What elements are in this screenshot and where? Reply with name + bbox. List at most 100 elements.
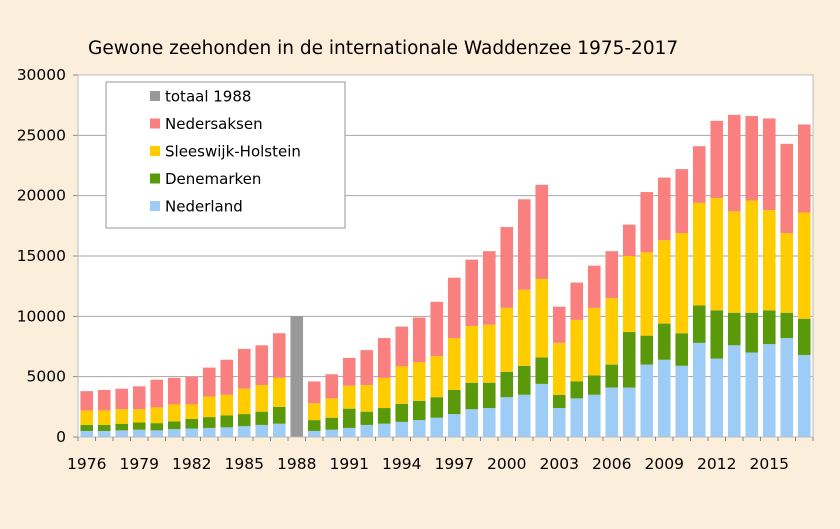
bar-segment <box>675 365 689 437</box>
legend-label: Denemarken <box>165 170 261 188</box>
y-tick-label: 15000 <box>17 247 66 265</box>
bar-segment <box>150 423 164 431</box>
bar-segment <box>325 429 339 437</box>
bar-segment <box>447 414 461 437</box>
bar-segment <box>780 338 794 437</box>
bar-segment <box>605 298 619 365</box>
bar-segment <box>797 354 811 437</box>
bar-segment <box>465 409 479 437</box>
y-tick-label: 0 <box>56 428 66 446</box>
bar-segment <box>115 388 129 410</box>
bar-segment <box>447 277 461 339</box>
bar-segment <box>570 381 584 399</box>
bar-segment <box>622 224 636 256</box>
bar-segment <box>482 324 496 383</box>
bar-segment <box>220 394 234 416</box>
bar-segment <box>80 410 94 425</box>
bar-segment <box>430 397 444 418</box>
bar-segment <box>692 146 706 203</box>
bar-segment <box>395 421 409 437</box>
bar-segment <box>622 332 636 388</box>
bar-segment <box>465 382 479 410</box>
bar-segment <box>710 198 724 311</box>
bar-segment <box>727 312 741 346</box>
bar-segment <box>780 312 794 339</box>
bar-segment <box>307 420 321 431</box>
bar-segment <box>97 430 111 437</box>
bar-segment <box>797 124 811 213</box>
bar-segment <box>360 424 374 437</box>
bar-segment <box>500 227 514 308</box>
bar-segment <box>657 323 671 360</box>
bar-segment <box>360 411 374 425</box>
x-tick-label: 1991 <box>330 455 369 473</box>
bar-segment <box>220 415 234 428</box>
bar-segment <box>570 319 584 382</box>
bar-segment <box>97 424 111 431</box>
bar-segment <box>255 385 269 412</box>
bar-segment <box>80 391 94 411</box>
bar-segment <box>255 424 269 437</box>
bar-segment <box>395 326 409 367</box>
bar-segment <box>237 348 251 389</box>
x-tick-label: 1997 <box>435 455 474 473</box>
y-axis-ticks: 0 5000 10000 15000 20000 25000 30000 <box>17 66 78 446</box>
bar-segment <box>640 335 654 365</box>
x-tick-label: 1976 <box>67 455 106 473</box>
bar-segment <box>797 212 811 319</box>
bar-segment <box>762 344 776 437</box>
bar-segment <box>80 430 94 437</box>
legend-box <box>105 81 346 229</box>
x-tick-label: 1985 <box>225 455 264 473</box>
bar-segment <box>675 169 689 234</box>
bar-segment <box>727 114 741 212</box>
legend-swatch <box>150 146 160 156</box>
bar-segment <box>710 120 724 199</box>
bar-segment <box>500 307 514 372</box>
bar-segment <box>412 400 426 421</box>
bar-segment <box>605 387 619 437</box>
bar-segment <box>640 192 654 253</box>
bar-segment <box>115 423 129 431</box>
x-tick-label: 1994 <box>382 455 421 473</box>
bar-segment <box>500 397 514 437</box>
legend-label: Sleeswijk-Holstein <box>165 143 301 161</box>
bar-segment <box>640 252 654 336</box>
bar-segment <box>342 408 356 428</box>
bar-segment <box>185 404 199 419</box>
bar-segment <box>780 233 794 313</box>
legend-swatch <box>150 118 160 129</box>
bar-segment <box>622 256 636 333</box>
bar-segment <box>552 306 566 343</box>
legend-label: Nedersaksen <box>165 115 263 133</box>
bar-segment <box>745 312 759 353</box>
bar-segment <box>412 362 426 401</box>
bar-segment <box>377 338 391 378</box>
bar-segment <box>202 427 216 437</box>
bar-segment <box>692 202 706 306</box>
bar-segment <box>412 317 426 363</box>
bar-segment <box>745 200 759 313</box>
bar-segment <box>360 350 374 386</box>
bar-segment <box>500 371 514 398</box>
bar-segment <box>115 409 129 424</box>
bar-segment <box>167 377 181 405</box>
bar-segment <box>167 429 181 437</box>
bar-segment <box>290 316 304 437</box>
bar-segment <box>132 386 146 410</box>
bar-segment <box>132 429 146 437</box>
bar-segment <box>150 379 164 408</box>
bar-segment <box>80 424 94 431</box>
bar-segment <box>517 394 531 437</box>
bar-segment <box>395 366 409 404</box>
x-tick-label: 2012 <box>697 455 736 473</box>
legend-swatch <box>150 173 160 184</box>
bar-segment <box>640 364 654 437</box>
bar-segment <box>325 417 339 430</box>
bar-segment <box>727 211 741 313</box>
bar-segment <box>97 389 111 411</box>
bar-segment <box>745 116 759 201</box>
x-tick-label: 1979 <box>120 455 159 473</box>
bar-segment <box>430 417 444 437</box>
